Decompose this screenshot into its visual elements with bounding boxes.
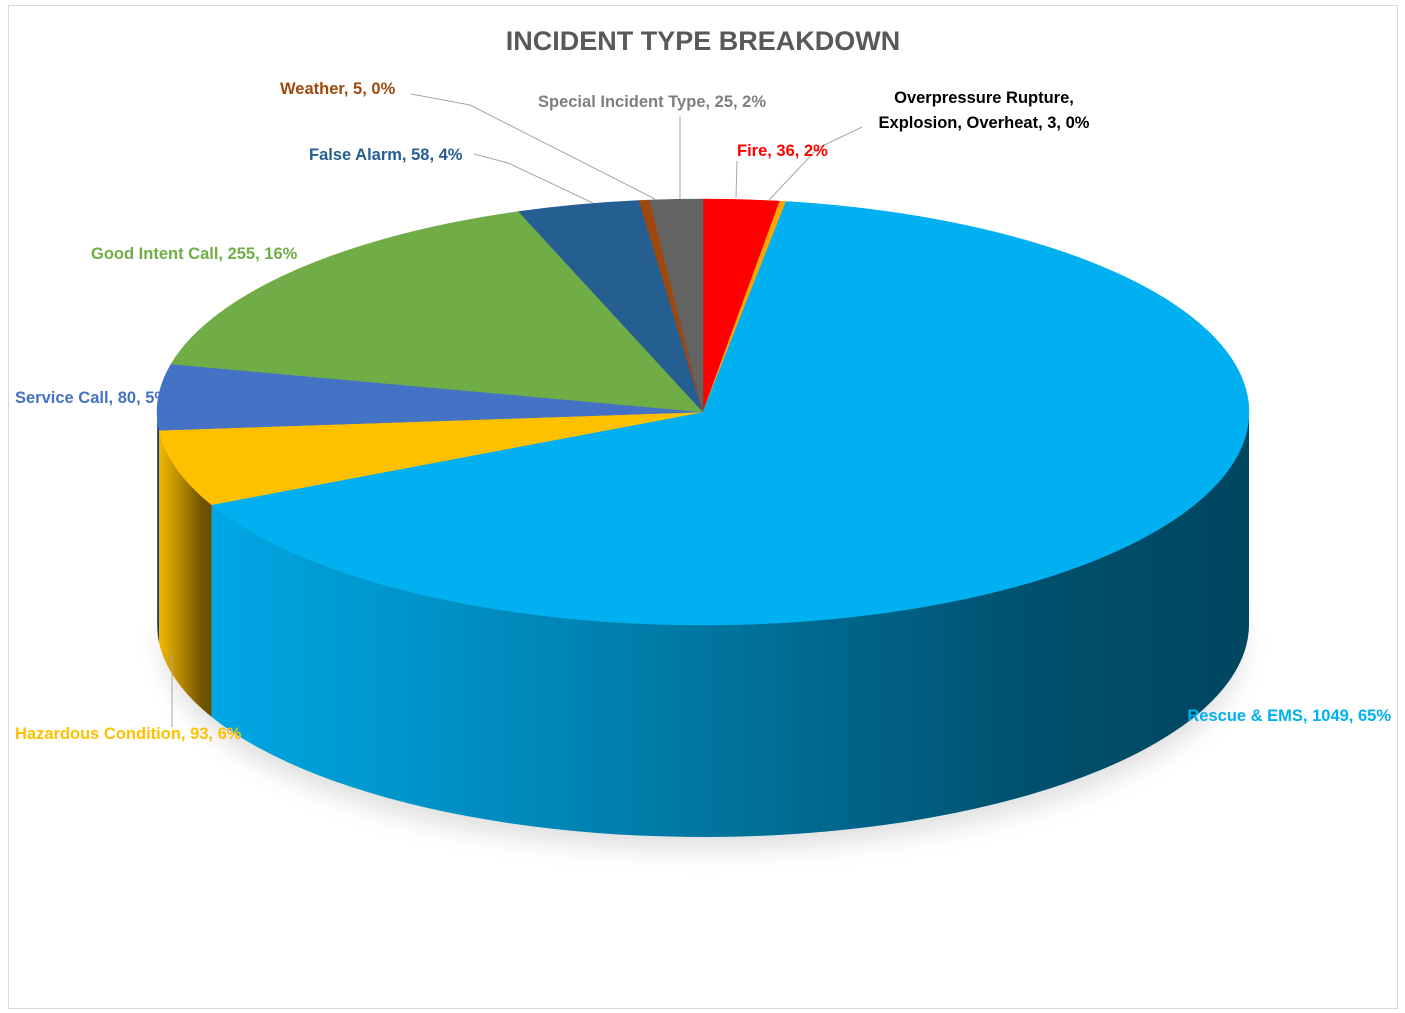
pie-side-shade-service-call [157, 412, 160, 643]
leader-line-fire [735, 160, 738, 199]
data-label-special-incident-type: Special Incident Type, 25, 2% [538, 93, 766, 111]
data-label-service-call: Service Call, 80, 5% [15, 389, 169, 407]
data-label-rescue-and-ems: Rescue & EMS, 1049, 65% [1187, 707, 1391, 725]
data-label-overpressure-rupture-explosion-overheat: Overpressure Rupture, Explosion, Overheat… [879, 89, 1090, 132]
data-label-fire: Fire, 36, 2% [737, 142, 828, 160]
leader-line-overpressure-rupture-explosion-overheat [768, 126, 863, 201]
pie-slice-good-intent-call[interactable] [170, 211, 704, 413]
data-label-weather: Weather, 5, 0% [280, 80, 396, 98]
data-label-false-alarm: False Alarm, 58, 4% [309, 146, 463, 164]
data-label-hazardous-condition: Hazardous Condition, 93, 6% [15, 725, 242, 743]
pie-side-shade-rescue-and-ems [211, 412, 1250, 837]
chart-title: INCIDENT TYPE BREAKDOWN [506, 26, 901, 56]
leader-line-weather [410, 93, 656, 200]
leader-line-false-alarm [473, 153, 594, 204]
pie-slice-service-call[interactable] [156, 363, 704, 431]
data-label-good-intent-call: Good Intent Call, 255, 16% [91, 245, 298, 263]
pie-slice-special-incident-type[interactable] [649, 198, 704, 413]
pie-side-shade-hazardous-condition [159, 430, 212, 717]
pie-slice-rescue-and-ems[interactable] [210, 201, 1250, 626]
data-label-line: Overpressure Rupture, [894, 89, 1074, 107]
data-label-line: Explosion, Overheat, 3, 0% [879, 114, 1090, 132]
pie-slice-hazardous-condition[interactable] [158, 411, 704, 506]
